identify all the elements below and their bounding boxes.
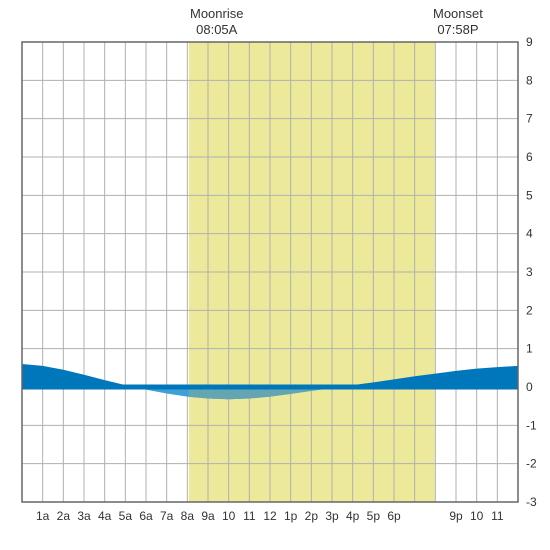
svg-text:6a: 6a <box>139 509 153 523</box>
svg-text:5a: 5a <box>119 509 133 523</box>
moonrise-label: Moonrise <box>190 6 243 22</box>
svg-text:2p: 2p <box>305 509 319 523</box>
svg-text:7a: 7a <box>160 509 174 523</box>
moonset-time: 07:58P <box>433 22 483 38</box>
svg-text:1p: 1p <box>284 509 298 523</box>
svg-text:1a: 1a <box>36 509 50 523</box>
svg-text:12: 12 <box>263 509 277 523</box>
svg-text:3: 3 <box>526 265 533 279</box>
svg-text:10: 10 <box>470 509 484 523</box>
moonrise-block: Moonrise 08:05A <box>190 6 243 37</box>
svg-text:7: 7 <box>526 112 533 126</box>
svg-text:9a: 9a <box>201 509 215 523</box>
svg-text:4a: 4a <box>98 509 112 523</box>
moonset-label: Moonset <box>433 6 483 22</box>
moonrise-time: 08:05A <box>190 22 243 38</box>
svg-text:3p: 3p <box>325 509 339 523</box>
svg-text:5: 5 <box>526 188 533 202</box>
svg-text:2: 2 <box>526 303 533 317</box>
svg-text:1: 1 <box>526 342 533 356</box>
svg-text:11: 11 <box>491 509 504 523</box>
svg-text:-2: -2 <box>526 457 537 471</box>
svg-text:3a: 3a <box>77 509 91 523</box>
moonset-block: Moonset 07:58P <box>433 6 483 37</box>
tide-chart: { "header": { "moonrise_label": "Moonris… <box>0 0 550 550</box>
svg-text:-1: -1 <box>526 418 537 432</box>
svg-text:6p: 6p <box>387 509 401 523</box>
svg-text:9p: 9p <box>449 509 463 523</box>
svg-text:11: 11 <box>243 509 256 523</box>
svg-text:9: 9 <box>526 35 533 49</box>
svg-text:6: 6 <box>526 150 533 164</box>
svg-text:-3: -3 <box>526 495 537 509</box>
svg-text:0: 0 <box>526 380 533 394</box>
svg-text:5p: 5p <box>367 509 381 523</box>
svg-text:8a: 8a <box>181 509 195 523</box>
svg-text:2a: 2a <box>57 509 71 523</box>
chart-svg: -3-2-101234567891a2a3a4a5a6a7a8a9a101112… <box>0 0 550 550</box>
svg-text:4: 4 <box>526 227 533 241</box>
svg-text:10: 10 <box>222 509 236 523</box>
svg-text:4p: 4p <box>346 509 360 523</box>
svg-text:8: 8 <box>526 73 533 87</box>
